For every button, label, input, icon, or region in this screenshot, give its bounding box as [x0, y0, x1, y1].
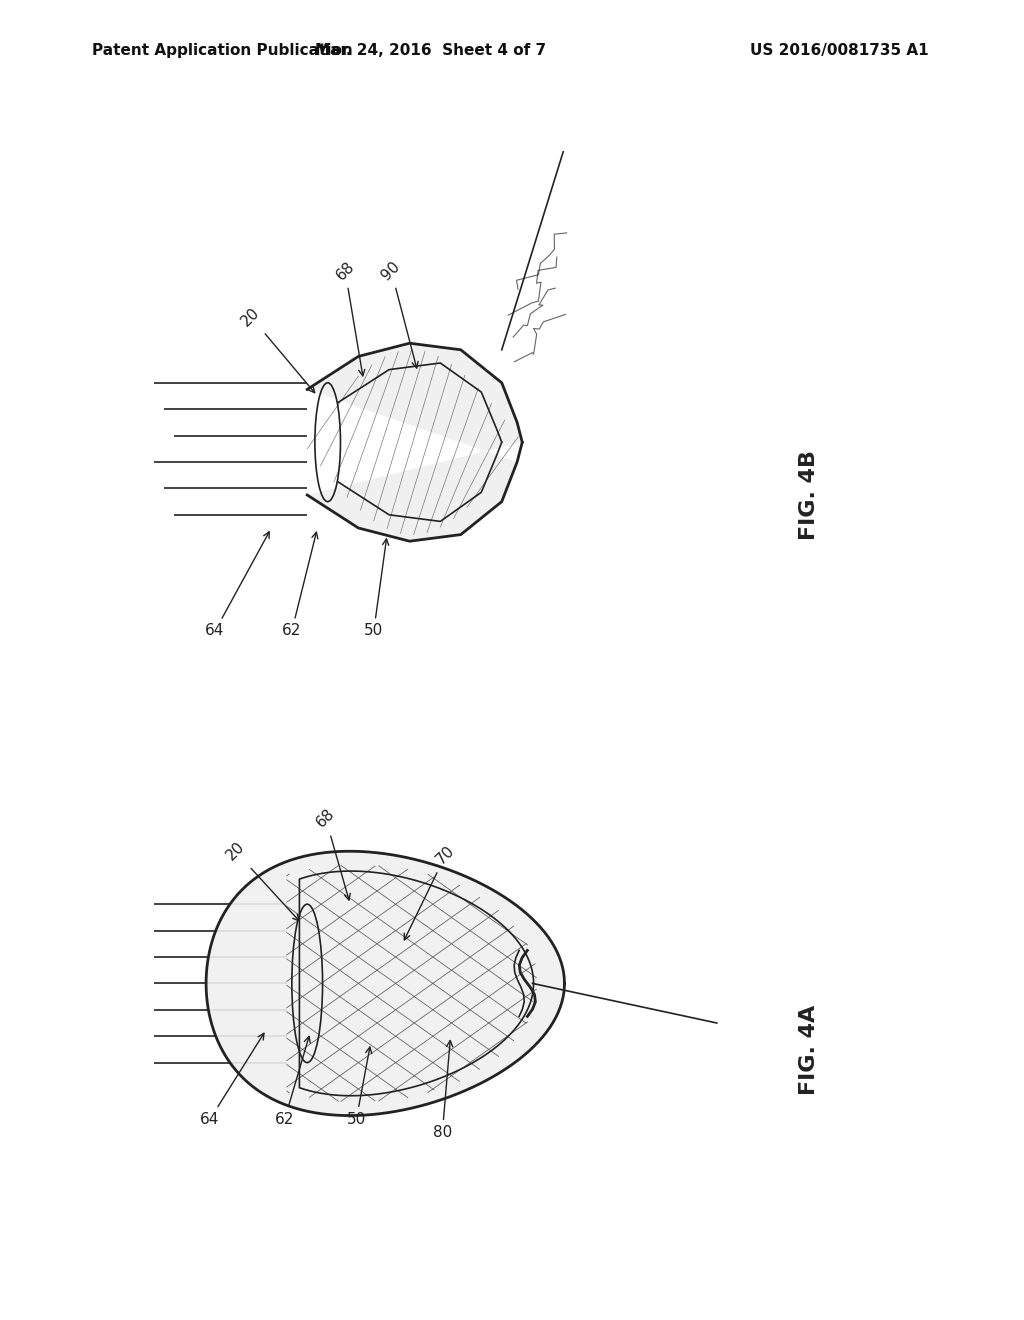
- Text: 64: 64: [206, 532, 269, 639]
- Text: US 2016/0081735 A1: US 2016/0081735 A1: [751, 42, 929, 58]
- Polygon shape: [307, 343, 522, 541]
- Text: 20: 20: [239, 305, 314, 392]
- Text: 80: 80: [433, 1040, 453, 1140]
- Text: 68: 68: [313, 807, 350, 900]
- Text: 20: 20: [223, 840, 299, 921]
- Polygon shape: [206, 851, 564, 1115]
- Text: 62: 62: [283, 532, 317, 639]
- Text: 50: 50: [365, 539, 389, 639]
- Text: 90: 90: [379, 259, 418, 368]
- Text: 50: 50: [347, 1047, 372, 1127]
- Text: 62: 62: [275, 1036, 310, 1127]
- Text: Patent Application Publication: Patent Application Publication: [92, 42, 353, 58]
- Text: FIG. 4A: FIG. 4A: [799, 1005, 819, 1094]
- Text: 70: 70: [404, 843, 458, 940]
- Text: 64: 64: [201, 1034, 264, 1127]
- Text: 68: 68: [333, 259, 365, 376]
- Text: FIG. 4B: FIG. 4B: [799, 450, 819, 540]
- Text: Mar. 24, 2016  Sheet 4 of 7: Mar. 24, 2016 Sheet 4 of 7: [314, 42, 546, 58]
